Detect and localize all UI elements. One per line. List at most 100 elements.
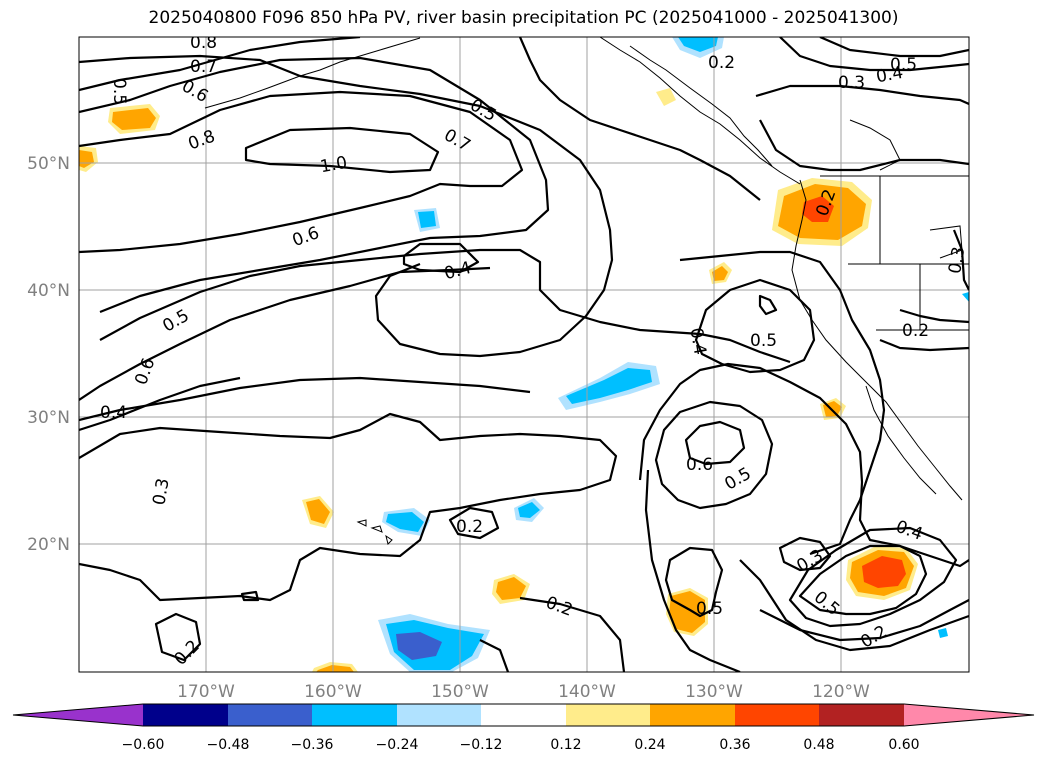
- contour-0-8-a: [79, 90, 524, 254]
- contour-0-6-d: [79, 376, 241, 432]
- contour-label: 0.4: [685, 326, 709, 356]
- contour-label: 0.3: [838, 73, 865, 93]
- contour-0-3-b: [778, 536, 832, 572]
- contour-0-4-f: [788, 526, 958, 628]
- contour-0-2-e: [479, 639, 510, 672]
- contour-0-4-g: [779, 37, 969, 72]
- colorbar-segment: [228, 704, 312, 726]
- map-title: 2025040800 F096 850 hPa PV, river basin …: [148, 8, 899, 28]
- colorbar: −0.60 −0.48 −0.36 −0.24 −0.12 0.12 0.24 …: [12, 703, 1035, 753]
- coast-alaska-south: [204, 37, 421, 109]
- contour-0-2-h: [759, 119, 969, 172]
- contour-label: 0.8: [190, 33, 217, 53]
- contour-label: 0.2: [456, 517, 483, 537]
- map-frame: [78, 36, 970, 673]
- lon-label-150w: 150°W: [431, 682, 489, 702]
- contour-0-3-d: [755, 84, 969, 106]
- colorbar-segment: [397, 704, 481, 726]
- colorbar-tick: 0.36: [719, 737, 750, 753]
- island-hawaii-1: [385, 534, 393, 545]
- latitude-labels: 50°N 40°N 30°N 20°N: [27, 154, 70, 555]
- lon-label-130w: 130°W: [685, 682, 743, 702]
- colorbar-tick: 0.60: [888, 737, 919, 753]
- inland-lake-2: [929, 225, 963, 259]
- contour-0-5-f: [798, 544, 928, 616]
- contour-0-5-h: [819, 37, 969, 58]
- colorbar-tick: −0.12: [460, 737, 503, 753]
- precip-blob-coast-top: [656, 88, 676, 106]
- contour-0-4: [402, 242, 480, 274]
- contour-label: 0.5: [109, 78, 129, 105]
- contour-0-7: [79, 56, 550, 314]
- contour-label: 0.5: [750, 331, 777, 351]
- island-hawaii-3: [356, 519, 367, 527]
- coast-alaska-panhandle: [599, 37, 801, 185]
- contour-0-2-b: [240, 590, 260, 602]
- lon-label-120w: 120°W: [812, 682, 870, 702]
- lat-label-20n: 20°N: [27, 535, 70, 555]
- precip-neg-tiny: [938, 628, 948, 638]
- contour-0-5-g: [518, 37, 761, 201]
- contour-label: 0.3: [149, 477, 173, 507]
- colorbar-tick: 0.12: [550, 737, 581, 753]
- colorbar-tick: 0.48: [803, 737, 834, 753]
- contour-label: 0.4: [875, 63, 905, 87]
- colorbar-extend-high: [904, 704, 1034, 726]
- island-hawaii-2: [370, 525, 383, 533]
- contour-0-2-a: [154, 612, 202, 662]
- contour-label: 1.0: [319, 153, 349, 177]
- contour-label: 0.2: [708, 53, 735, 73]
- gridlines: [79, 37, 969, 672]
- coast-us-west: [791, 179, 963, 501]
- contour-label: 0.7: [190, 57, 217, 77]
- colorbar-tick: −0.60: [122, 737, 165, 753]
- lat-label-30n: 30°N: [27, 408, 70, 428]
- contour-0-5-d: [654, 400, 774, 510]
- lon-label-160w: 160°W: [304, 682, 362, 702]
- contour-0-6-c: [684, 420, 746, 466]
- colorbar-segment: [481, 704, 566, 726]
- lat-label-40n: 40°N: [27, 281, 70, 301]
- contour-0-2-d: [519, 596, 626, 672]
- contour-0-5-e: [664, 546, 724, 618]
- lon-label-170w: 170°W: [177, 682, 235, 702]
- contour-0-3-c: [739, 559, 969, 652]
- colorbar-tick: −0.48: [207, 737, 250, 753]
- colorbar-tick: −0.24: [376, 737, 419, 753]
- contour-label: 0.2: [902, 321, 929, 341]
- contour-0-4-d: [679, 250, 886, 556]
- inland-lake-1: [849, 119, 901, 171]
- coast-bc: [629, 45, 773, 167]
- contour-0-2-f: [644, 469, 741, 672]
- pv-contours: [79, 37, 969, 672]
- contour-0-3-e: [899, 308, 969, 324]
- precip-shading: [79, 37, 969, 672]
- colorbar-segment: [819, 704, 904, 726]
- colorbar-tick: 0.24: [634, 737, 665, 753]
- colorbar-segment: [650, 704, 735, 726]
- contour-0-3-f: [952, 229, 969, 291]
- colorbar-extend-low: [13, 704, 143, 726]
- contour-0-5-a: [79, 54, 614, 358]
- lon-label-140w: 140°W: [558, 682, 616, 702]
- contour-0-3: [79, 412, 618, 602]
- longitude-labels: 170°W 160°W 150°W 140°W 130°W 120°W: [177, 682, 870, 702]
- colorbar-tick: −0.36: [291, 737, 334, 753]
- contour-0-2-i: [879, 338, 969, 352]
- colorbar-tick-labels: −0.60 −0.48 −0.36 −0.24 −0.12 0.12 0.24 …: [122, 737, 920, 753]
- colorbar-segment: [143, 704, 228, 726]
- contour-0-4-c: [694, 278, 816, 374]
- contour-label: 0.6: [686, 455, 713, 475]
- colorbar-segment: [735, 704, 819, 726]
- contour-0-6: [79, 37, 361, 92]
- contour-0-5-b: [99, 248, 791, 364]
- contour-label: 0.4: [100, 403, 127, 423]
- colorbar-segment: [312, 704, 397, 726]
- contour-1-0: [244, 126, 440, 174]
- contour-0-2-c: [448, 506, 500, 540]
- lat-label-50n: 50°N: [27, 154, 70, 174]
- colorbar-outline: [12, 703, 1035, 727]
- colorbar-segment: [566, 704, 650, 726]
- coast-baja: [865, 385, 937, 495]
